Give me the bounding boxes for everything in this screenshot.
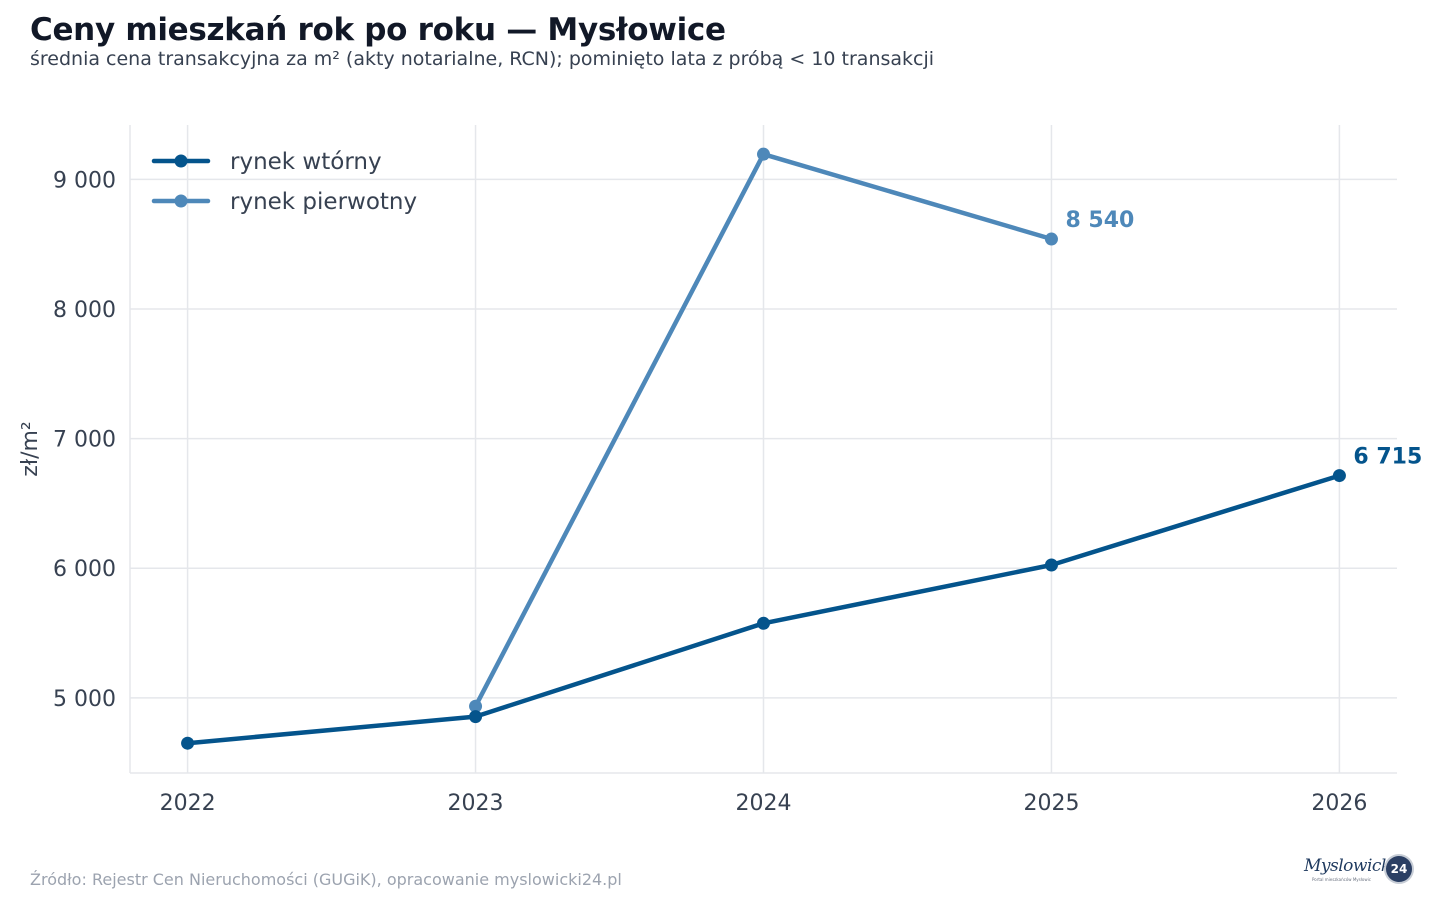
chart-subtitle: średnia cena transakcyjna za m² (akty no… xyxy=(30,48,935,70)
end-value-label: 6 715 xyxy=(1353,445,1422,470)
chart-title: Ceny mieszkań rok po roku — Mysłowice xyxy=(30,12,726,48)
series-lines xyxy=(181,147,1346,750)
x-tick-label: 2025 xyxy=(1023,791,1079,816)
legend-label: rynek pierwotny xyxy=(230,189,417,215)
y-tick-label: 6 000 xyxy=(53,557,116,582)
end-value-label: 8 540 xyxy=(1065,208,1134,233)
y-tick-label: 7 000 xyxy=(53,428,116,453)
grid-lines xyxy=(130,125,1397,773)
y-axis-label: zł/m² xyxy=(18,421,43,476)
data-point xyxy=(469,699,483,713)
y-tick-label: 8 000 xyxy=(53,298,116,323)
axes: 5 000 6 000 7 000 8 000 9 000 2022 2023 2024 202… xyxy=(18,125,1397,816)
brand-logo[interactable]: Myslowicki 24 Portal mieszkańców Mysłowi… xyxy=(1304,852,1414,888)
y-tick-label: 9 000 xyxy=(53,168,116,193)
legend: rynek wtórny rynek pierwotny xyxy=(151,149,417,215)
data-point xyxy=(1332,469,1346,483)
data-point xyxy=(757,616,770,630)
data-labels: 6 715 8 540 xyxy=(1065,208,1422,470)
logo-tagline: Portal mieszkańców Mysłowic xyxy=(1312,877,1371,882)
source-note: Źródło: Rejestr Cen Nieruchomości (GUGiK… xyxy=(30,870,622,889)
data-point xyxy=(1044,232,1058,246)
y-tick-label: 5 000 xyxy=(53,687,116,712)
x-tick-label: 2022 xyxy=(160,791,216,816)
x-tick-label: 2023 xyxy=(448,791,504,816)
data-point xyxy=(181,736,195,750)
data-point xyxy=(757,147,770,161)
data-point xyxy=(469,710,483,724)
x-tick-label: 2024 xyxy=(736,791,792,816)
logo-text: Myslowicki xyxy=(1304,856,1396,876)
legend-swatch-marker xyxy=(174,154,188,168)
legend-label: rynek wtórny xyxy=(230,149,382,175)
data-point xyxy=(1044,558,1058,572)
legend-swatch-marker xyxy=(174,194,188,208)
x-tick-label: 2026 xyxy=(1311,791,1367,816)
logo-badge: 24 xyxy=(1386,856,1412,882)
